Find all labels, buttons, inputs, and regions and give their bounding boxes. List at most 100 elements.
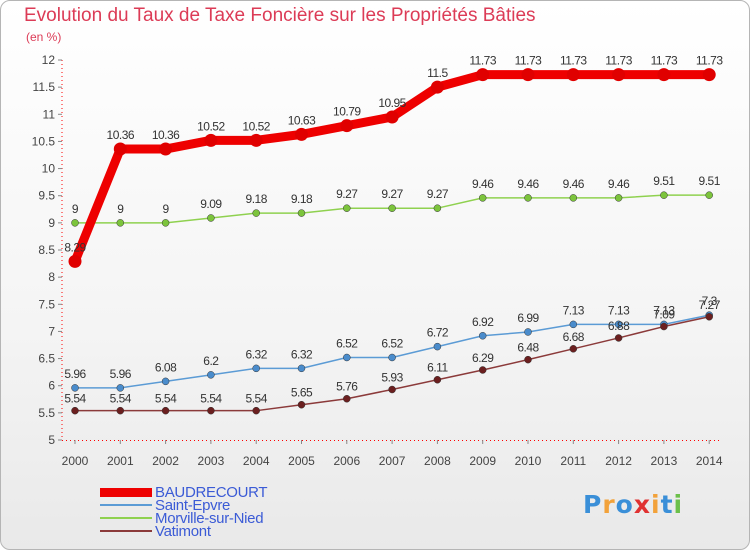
- data-point-baudrecourt: [295, 127, 308, 141]
- data-label-morville-sur-nied: 9: [163, 202, 170, 216]
- data-label-saint-epvre: 6.32: [246, 347, 268, 361]
- y-tick-label: 8: [48, 270, 55, 284]
- data-point-baudrecourt: [385, 110, 399, 124]
- data-point-morville-sur-nied: [161, 219, 170, 227]
- data-label-saint-epvre: 6.52: [336, 336, 358, 350]
- data-label-morville-sur-nied: 9.09: [200, 197, 222, 211]
- data-label-baudrecourt: 11.73: [696, 54, 723, 68]
- data-label-morville-sur-nied: 9.46: [563, 177, 585, 191]
- data-point-saint-epvre: [388, 353, 396, 362]
- data-label-morville-sur-nied: 9.46: [517, 177, 539, 191]
- data-point-morville-sur-nied: [478, 194, 487, 202]
- x-tick-label: 2007: [379, 454, 406, 468]
- data-label-baudrecourt: 10.63: [288, 113, 316, 127]
- data-label-baudrecourt: 10.95: [378, 96, 406, 110]
- data-point-saint-epvre: [161, 377, 170, 386]
- x-tick-label: 2011: [560, 454, 586, 468]
- data-label-saint-epvre: 5.96: [110, 367, 132, 381]
- data-point-baudrecourt: [340, 119, 354, 133]
- data-point-saint-epvre: [433, 342, 442, 351]
- data-point-morville-sur-nied: [660, 191, 668, 199]
- data-label-saint-epvre: 7.13: [653, 303, 675, 317]
- data-point-saint-epvre: [297, 364, 306, 373]
- data-point-baudrecourt: [476, 68, 490, 82]
- data-label-vatimont: 5.93: [381, 371, 403, 385]
- data-label-morville-sur-nied: 9.51: [699, 174, 721, 188]
- legend-swatch-baudrecourt: [100, 488, 152, 497]
- x-tick-label: 2000: [62, 454, 89, 468]
- legend-swatch-saint-epvre: [100, 504, 152, 506]
- data-label-baudrecourt: 11.5: [427, 66, 448, 80]
- data-point-baudrecourt: [702, 68, 716, 82]
- logo-letter: i: [651, 490, 661, 519]
- x-tick-label: 2008: [424, 454, 451, 468]
- data-point-baudrecourt: [68, 254, 82, 268]
- data-label-vatimont: 5.54: [110, 392, 132, 406]
- data-label-saint-epvre: 7.13: [608, 303, 630, 317]
- data-point-vatimont: [388, 385, 396, 394]
- logo-letter: t: [660, 490, 674, 519]
- data-label-saint-epvre: 6.99: [517, 311, 539, 325]
- data-point-vatimont: [478, 366, 487, 374]
- data-label-vatimont: 5.54: [200, 392, 222, 406]
- data-point-baudrecourt: [204, 133, 218, 147]
- data-label-vatimont: 5.65: [291, 386, 313, 400]
- data-label-morville-sur-nied: 9.18: [246, 192, 268, 206]
- data-label-vatimont: 7.09: [653, 308, 675, 322]
- data-label-vatimont: 5.54: [246, 392, 268, 406]
- data-label-vatimont: 5.54: [64, 392, 86, 406]
- data-point-baudrecourt: [113, 142, 127, 156]
- data-point-vatimont: [614, 334, 623, 342]
- logo-letter: x: [633, 490, 651, 519]
- y-tick-label: 9.5: [38, 189, 55, 203]
- data-label-baudrecourt: 8.29: [64, 240, 86, 254]
- data-point-morville-sur-nied: [569, 194, 578, 202]
- legend-label-vatimont: Vatimont: [155, 523, 211, 540]
- logo-letter: i: [673, 490, 684, 519]
- data-label-baudrecourt: 10.36: [152, 128, 180, 142]
- data-point-saint-epvre: [252, 364, 260, 373]
- data-label-saint-epvre: 6.72: [427, 326, 449, 340]
- chart-title: Evolution du Taux de Taxe Foncière sur l…: [24, 5, 536, 26]
- data-label-vatimont: 6.68: [563, 330, 585, 344]
- y-tick-label: 7: [48, 324, 55, 338]
- data-point-morville-sur-nied: [297, 209, 306, 217]
- data-point-vatimont: [343, 394, 351, 403]
- data-label-vatimont: 6.48: [517, 341, 539, 355]
- data-point-saint-epvre: [614, 320, 623, 329]
- data-point-morville-sur-nied: [207, 214, 215, 222]
- data-label-baudrecourt: 10.36: [107, 128, 135, 142]
- data-point-morville-sur-nied: [116, 219, 125, 227]
- data-point-morville-sur-nied: [388, 204, 396, 212]
- data-point-morville-sur-nied: [705, 191, 713, 199]
- data-point-morville-sur-nied: [524, 194, 532, 202]
- data-label-morville-sur-nied: 9: [117, 202, 124, 216]
- data-point-baudrecourt: [430, 80, 444, 94]
- y-tick-label: 7.5: [38, 297, 55, 311]
- data-label-vatimont: 5.76: [336, 380, 358, 394]
- data-label-baudrecourt: 10.52: [197, 119, 225, 133]
- data-point-vatimont: [297, 400, 306, 409]
- legend-swatch-morville-sur-nied: [100, 517, 152, 519]
- data-label-baudrecourt: 11.73: [469, 54, 496, 68]
- data-point-saint-epvre: [478, 332, 487, 340]
- data-point-vatimont: [433, 375, 442, 384]
- data-point-morville-sur-nied: [343, 204, 351, 212]
- data-point-vatimont: [71, 406, 79, 415]
- x-tick-label: 2012: [605, 454, 632, 468]
- data-point-vatimont: [660, 322, 668, 331]
- data-point-vatimont: [252, 406, 260, 415]
- x-tick-label: 2014: [696, 454, 723, 468]
- x-tick-label: 2002: [152, 454, 179, 468]
- data-label-saint-epvre: 6.52: [381, 336, 403, 350]
- x-tick-label: 2006: [333, 454, 360, 468]
- data-label-saint-epvre: 6.2: [203, 354, 219, 368]
- data-point-baudrecourt: [566, 68, 580, 82]
- logo-letter: P: [583, 490, 603, 519]
- y-tick-label: 9: [48, 216, 55, 230]
- data-label-saint-epvre: 7.13: [563, 303, 585, 317]
- data-point-morville-sur-nied: [433, 204, 442, 212]
- legend-label-saint-epvre: Saint-Epvre: [155, 497, 231, 514]
